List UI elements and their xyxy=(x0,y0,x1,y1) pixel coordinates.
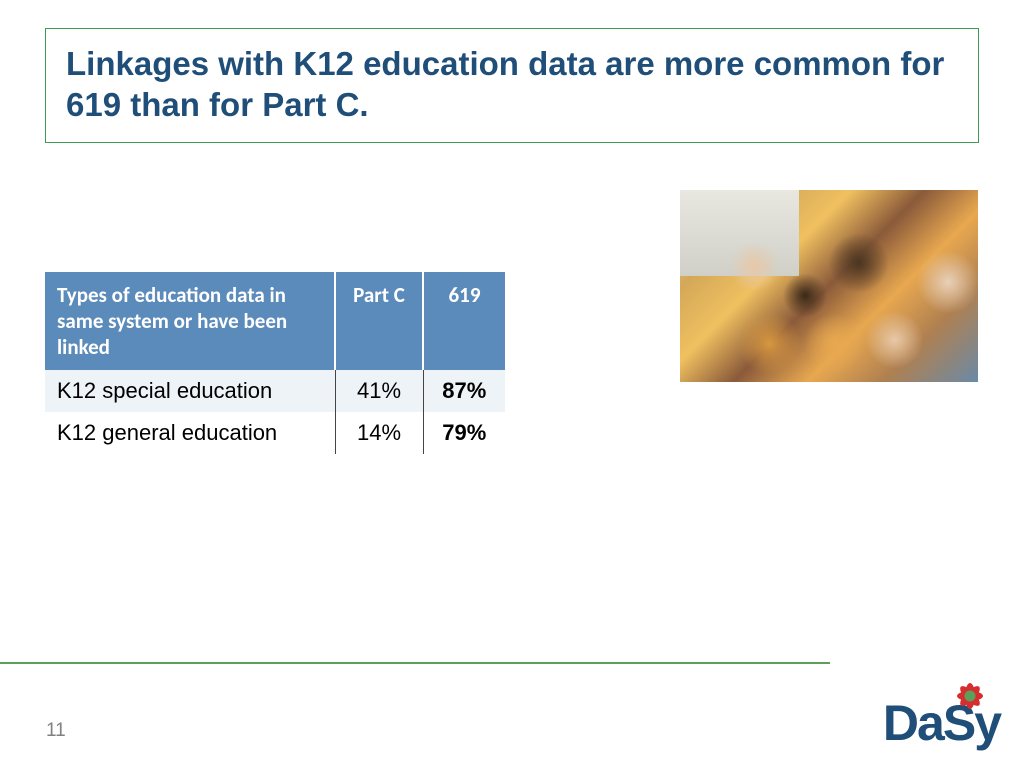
table-row: K12 general education 14% 79% xyxy=(45,412,505,454)
table-header-types: Types of education data in same system o… xyxy=(45,272,335,370)
row-partc: 14% xyxy=(335,412,423,454)
table-header-619: 619 xyxy=(423,272,505,370)
dasy-logo: DaSy xyxy=(883,698,1000,748)
flower-icon xyxy=(948,674,992,718)
title-box: Linkages with K12 education data are mor… xyxy=(45,28,979,143)
row-619: 87% xyxy=(423,370,505,412)
data-table: Types of education data in same system o… xyxy=(45,272,505,454)
row-label: K12 special education xyxy=(45,370,335,412)
classroom-photo xyxy=(680,190,978,382)
footer-divider xyxy=(0,662,830,664)
table-header-row: Types of education data in same system o… xyxy=(45,272,505,370)
table-row: K12 special education 41% 87% xyxy=(45,370,505,412)
table-header-partc: Part C xyxy=(335,272,423,370)
row-partc: 41% xyxy=(335,370,423,412)
slide-title: Linkages with K12 education data are mor… xyxy=(66,43,958,126)
page-number: 11 xyxy=(46,720,66,742)
row-619: 79% xyxy=(423,412,505,454)
row-label: K12 general education xyxy=(45,412,335,454)
